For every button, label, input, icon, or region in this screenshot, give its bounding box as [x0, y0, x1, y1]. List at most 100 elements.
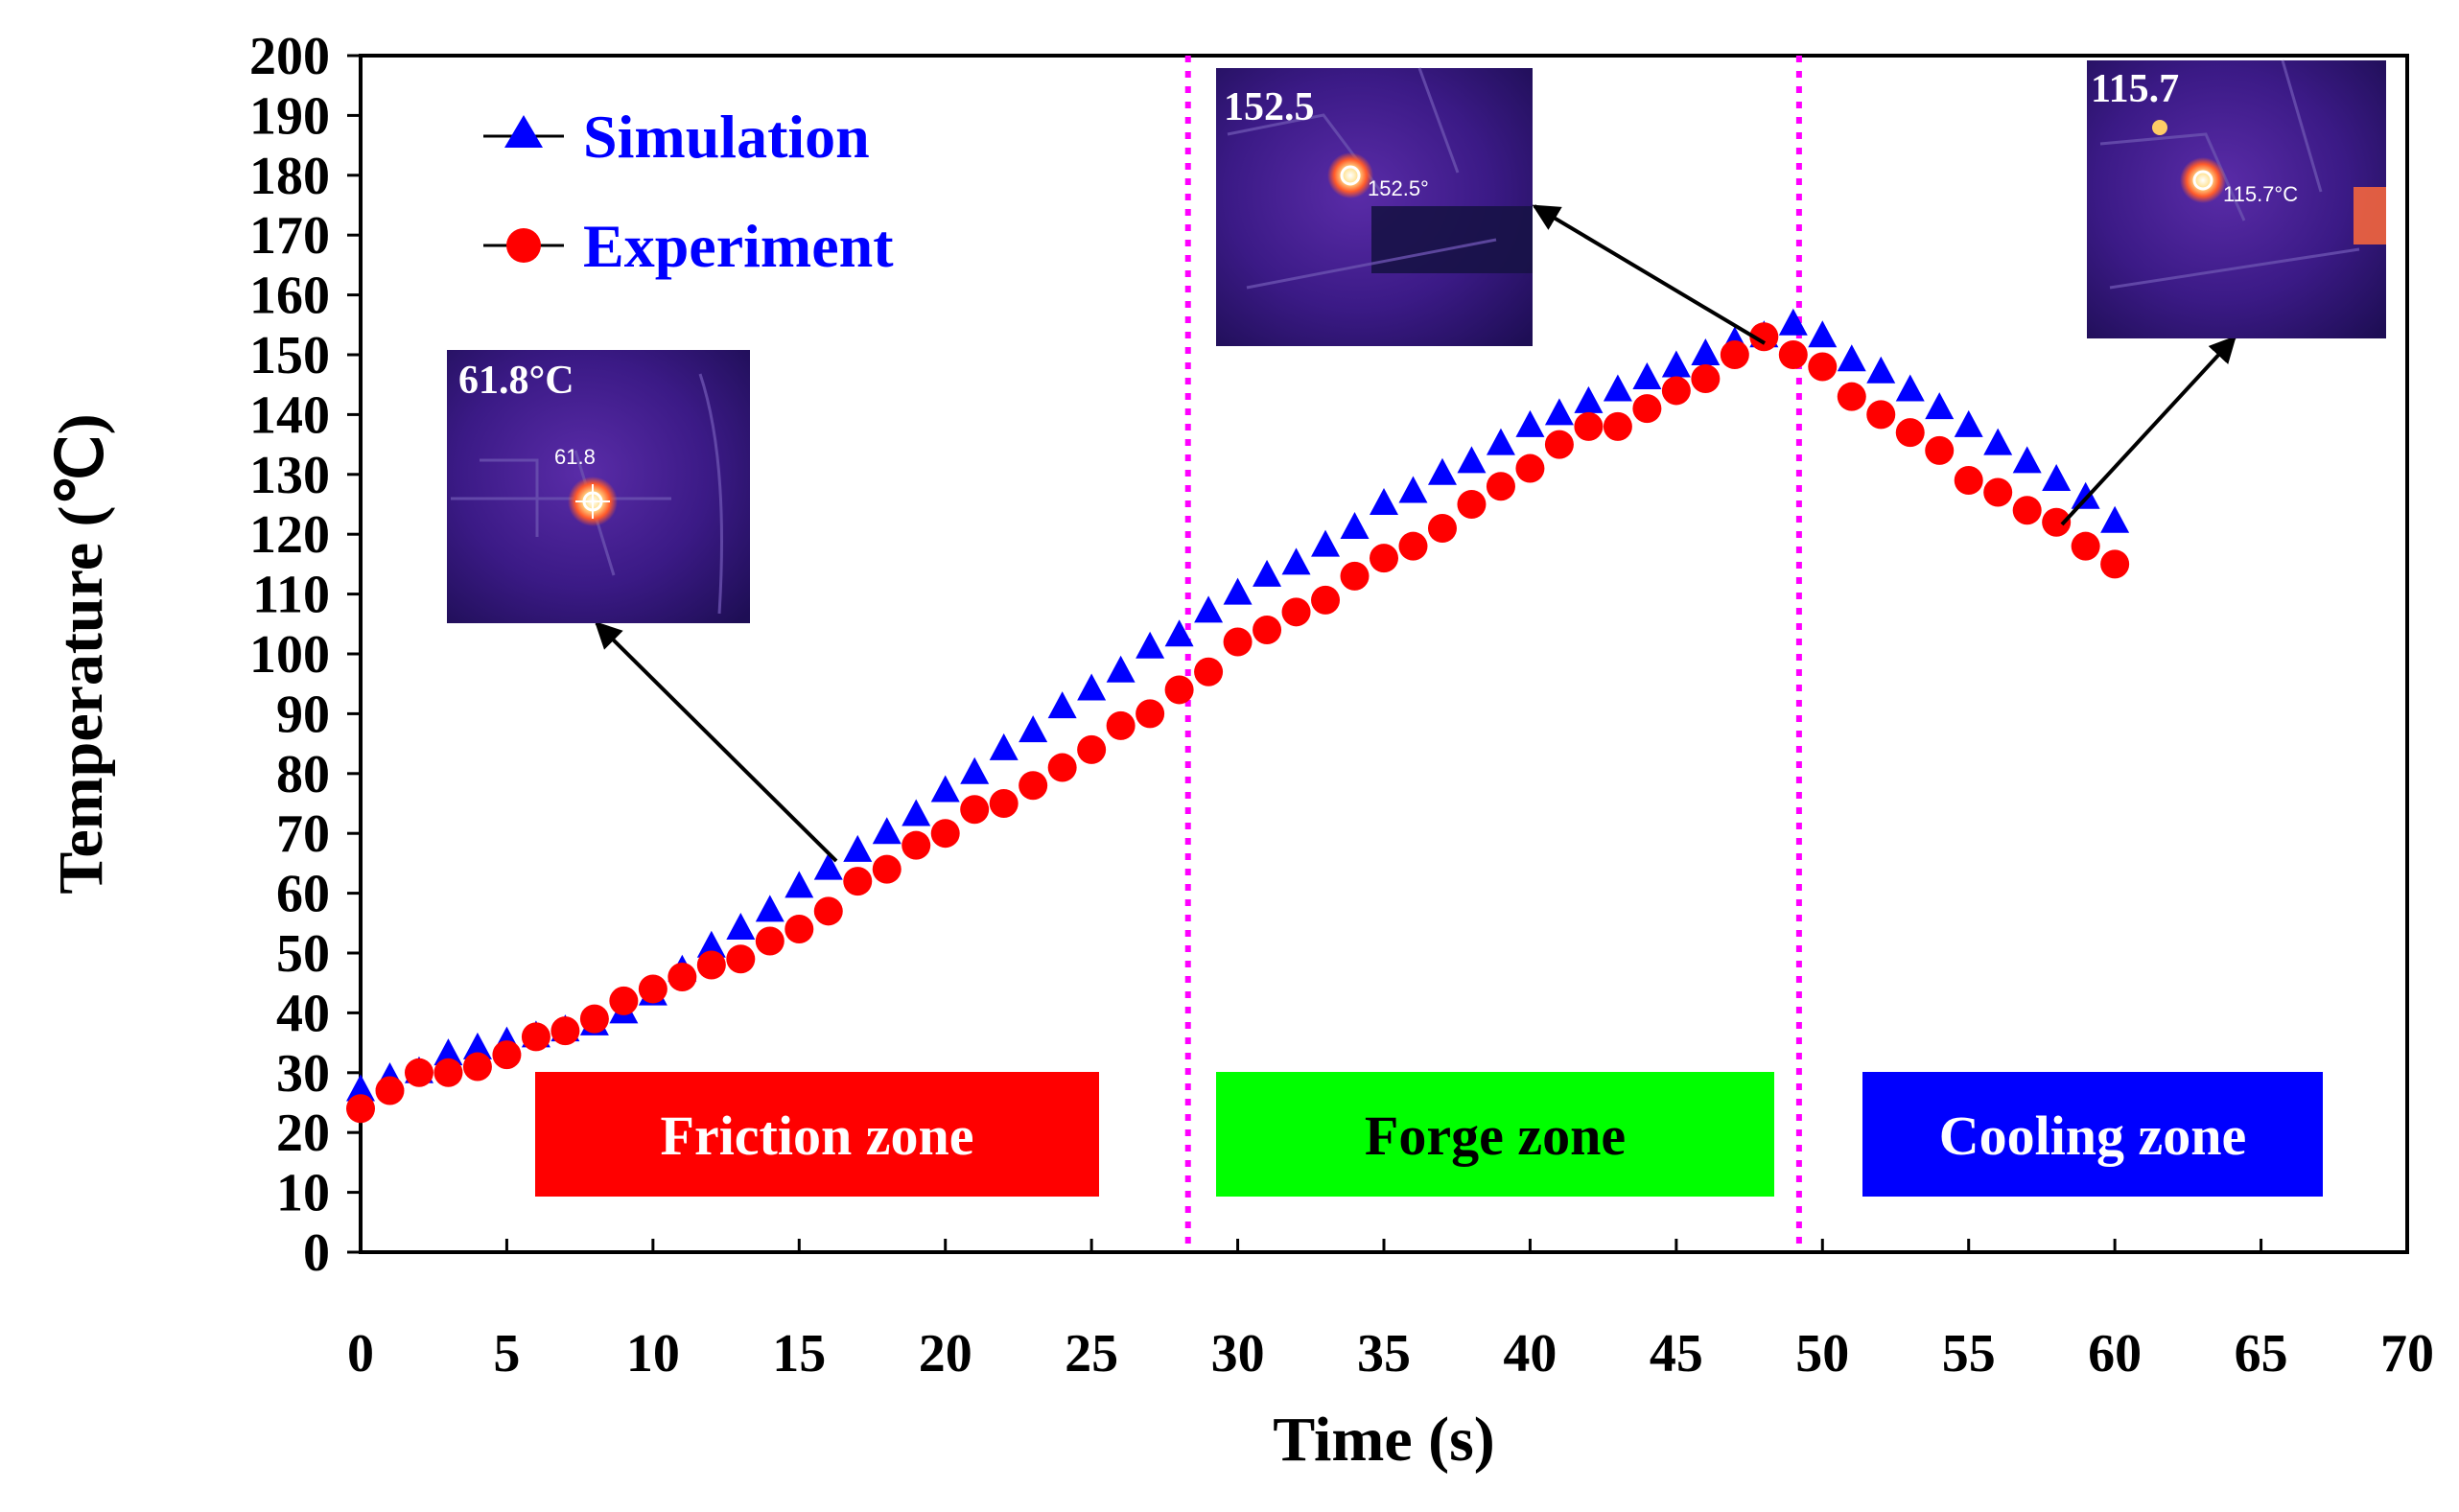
- experiment-point: [696, 950, 726, 980]
- legend: Simulation Experiment: [483, 103, 894, 280]
- experiment-point: [1574, 411, 1604, 441]
- experiment-point: [1866, 400, 1896, 430]
- experiment-point: [1427, 513, 1457, 543]
- experiment-point: [960, 795, 990, 825]
- cooling-zone-fill: [1862, 1072, 2323, 1197]
- experiment-point: [1808, 352, 1838, 382]
- y-tick-label: 140: [249, 385, 330, 445]
- experiment-point: [492, 1040, 522, 1070]
- y-tick-label: 200: [249, 27, 330, 86]
- x-axis-title: Time (s): [1273, 1405, 1495, 1475]
- experiment-point: [1223, 627, 1253, 657]
- simulation-point: [2100, 505, 2130, 533]
- simulation-point: [1895, 374, 1925, 402]
- experiment-point: [1925, 435, 1955, 465]
- arrow-to-inset-1: [595, 621, 838, 863]
- thermal-image-3: [2087, 60, 2386, 338]
- inset-1-small-label: 61.8: [554, 445, 596, 469]
- simulation-point: [1691, 338, 1721, 365]
- experiment-point: [1194, 657, 1224, 686]
- simulation-point: [1281, 547, 1311, 575]
- simulation-point: [1077, 673, 1107, 701]
- inset-1-big-label: 61.8°C: [458, 359, 574, 403]
- arrow-to-inset-2: [1532, 204, 1767, 345]
- x-tick-label: 30: [1211, 1324, 1265, 1384]
- experiment-point: [1370, 544, 1398, 573]
- experiment-point: [1661, 376, 1691, 406]
- experiment-point: [521, 1022, 550, 1052]
- y-tick-label: 120: [249, 505, 330, 565]
- simulation-point: [1398, 476, 1428, 503]
- simulation-point: [1223, 577, 1253, 605]
- experiment-point: [1720, 340, 1749, 369]
- inset-3-small-label: 115.7°C: [2223, 182, 2298, 206]
- experiment-point: [1837, 382, 1866, 411]
- experiment-point: [375, 1076, 405, 1105]
- experiment-point: [989, 789, 1019, 818]
- forge-zone-label: Forge zone: [1365, 1105, 1626, 1167]
- y-tick-label: 10: [276, 1164, 330, 1223]
- experiment-point: [1544, 430, 1574, 459]
- simulation-point: [1983, 428, 2013, 455]
- x-tick-label: 35: [1357, 1324, 1411, 1384]
- simulation-point: [1603, 374, 1632, 402]
- simulation-point: [1661, 350, 1691, 378]
- experiment-point: [2042, 507, 2072, 537]
- simulation-point: [785, 871, 814, 898]
- simulation-point: [1544, 398, 1574, 426]
- experiment-point: [1457, 490, 1487, 519]
- experiment-point: [1398, 531, 1428, 561]
- y-tick-label: 160: [249, 267, 330, 326]
- friction-zone-box: Friction zone: [535, 1072, 1099, 1197]
- y-tick-label: 180: [249, 147, 330, 206]
- simulation-point: [902, 799, 931, 826]
- x-tick-label: 25: [1065, 1324, 1118, 1384]
- y-tick-label: 90: [276, 685, 330, 744]
- simulation-point: [346, 1074, 375, 1102]
- experiment-point: [1515, 454, 1545, 483]
- simulation-point: [755, 895, 785, 922]
- inset-3-big-label: 115.7: [2091, 67, 2179, 111]
- friction-zone-label: Friction zone: [661, 1105, 974, 1167]
- experiment-point: [813, 896, 843, 926]
- experiment-point: [433, 1058, 463, 1087]
- experiment-point: [1281, 597, 1311, 627]
- simulation-point: [1311, 529, 1341, 557]
- legend-experiment: Experiment: [483, 212, 894, 280]
- legend-circle-icon: [506, 228, 541, 263]
- experiment-point: [2100, 549, 2130, 579]
- y-axis-ticks: 0102030405060708090100110120130140150160…: [249, 27, 361, 1283]
- legend-triangle-icon: [504, 115, 543, 148]
- experiment-point: [1603, 411, 1632, 441]
- arrow-to-inset-3: [2060, 335, 2237, 526]
- experiment-point: [1311, 585, 1341, 615]
- experiment-series: [346, 322, 2130, 1124]
- experiment-point: [1749, 322, 1779, 352]
- legend-experiment-label: Experiment: [583, 212, 894, 280]
- experiment-point: [1019, 771, 1048, 801]
- y-tick-label: 20: [276, 1104, 330, 1163]
- experiment-point: [638, 974, 667, 1004]
- simulation-point: [1457, 446, 1487, 474]
- experiment-point: [930, 819, 960, 849]
- simulation-point: [1574, 385, 1604, 413]
- cooling-zone-box: Cooling zone: [1862, 1072, 2323, 1197]
- simulation-point: [726, 913, 756, 941]
- simulation-point: [1340, 511, 1370, 539]
- experiment-point: [1077, 734, 1107, 764]
- experiment-point: [1486, 472, 1515, 501]
- y-tick-label: 60: [276, 865, 330, 924]
- x-tick-label: 45: [1650, 1324, 1703, 1384]
- experiment-point: [1895, 418, 1925, 448]
- x-tick-label: 50: [1795, 1324, 1849, 1384]
- simulation-point: [2012, 446, 2042, 474]
- friction-zone-fill: [535, 1072, 1099, 1197]
- experiment-point: [843, 867, 873, 896]
- experiment-point: [1106, 710, 1136, 740]
- simulation-point: [960, 756, 990, 784]
- simulation-point: [1106, 655, 1136, 683]
- experiment-point: [579, 1004, 609, 1034]
- y-tick-label: 130: [249, 446, 330, 505]
- y-tick-label: 70: [276, 804, 330, 864]
